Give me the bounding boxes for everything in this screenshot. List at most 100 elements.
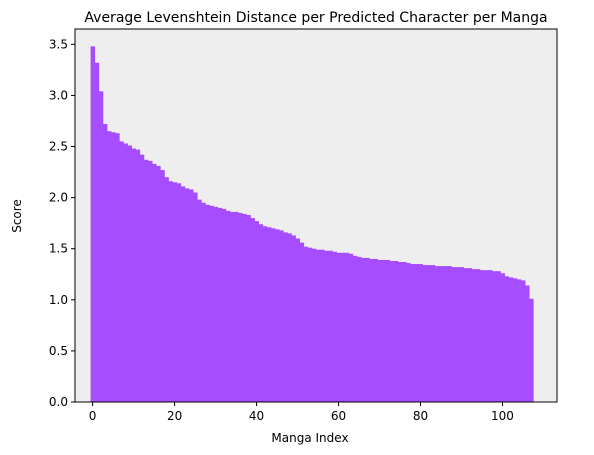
bar: [98, 91, 104, 402]
bar: [152, 163, 157, 402]
x-ticks: 0 20 40 60 80 100: [89, 402, 514, 423]
bar: [201, 202, 206, 402]
bar: [193, 192, 198, 402]
bar: [389, 260, 395, 402]
bar: [426, 265, 432, 402]
bar: [307, 247, 313, 402]
bar: [164, 177, 169, 402]
bar: [131, 148, 137, 402]
bar: [94, 62, 100, 402]
bar: [402, 262, 407, 402]
chart-title: Average Levenshtein Distance per Predict…: [84, 10, 547, 26]
y-tick-label: 0.5: [49, 344, 68, 358]
bar: [434, 266, 440, 402]
bar: [262, 226, 268, 402]
bar: [283, 232, 288, 402]
bar: [311, 248, 317, 402]
bars-group: [90, 46, 534, 403]
bar: [344, 252, 350, 402]
bar: [455, 267, 460, 402]
bar: [438, 266, 444, 402]
x-axis-label: Manga Index: [271, 431, 348, 445]
bar: [90, 46, 96, 403]
bar: [168, 181, 173, 402]
bar: [295, 238, 301, 402]
bar: [139, 154, 145, 402]
bar: [188, 189, 194, 402]
bar: [369, 258, 374, 402]
bar: [316, 249, 321, 402]
bar: [266, 227, 272, 402]
bar: [520, 280, 526, 402]
bar: [303, 246, 309, 402]
x-tick-label: 60: [331, 409, 346, 423]
bar: [508, 277, 514, 402]
bar: [106, 131, 112, 402]
bar: [471, 269, 477, 402]
x-tick-label: 100: [491, 409, 514, 423]
x-tick-label: 20: [167, 409, 182, 423]
bar: [492, 271, 497, 402]
bar: [111, 132, 116, 402]
bar: [516, 279, 522, 402]
bar: [246, 214, 251, 402]
bar: [258, 224, 264, 402]
bar: [135, 149, 141, 402]
bar: [393, 260, 399, 402]
bar: [340, 252, 346, 402]
y-ticks: 0.0 0.5 1.0 1.5 2.0 2.5 3.0 3.5: [49, 37, 75, 409]
bar: [225, 210, 231, 402]
bar: [156, 165, 161, 402]
bar: [479, 270, 485, 402]
bar: [242, 213, 247, 402]
bar: [385, 259, 391, 402]
bar: [496, 271, 501, 402]
bar: [414, 264, 419, 402]
bar: [430, 265, 436, 402]
bar: [250, 218, 255, 402]
bar: [512, 278, 518, 402]
y-tick-label: 2.5: [49, 140, 68, 154]
bar: [180, 186, 186, 402]
bar: [229, 211, 235, 402]
bar: [299, 242, 305, 402]
bar: [348, 253, 354, 402]
bar: [102, 124, 108, 402]
bar: [184, 188, 190, 402]
y-tick-label: 3.0: [49, 88, 68, 102]
bar: [213, 206, 219, 402]
bar: [205, 204, 210, 402]
y-tick-label: 2.0: [49, 191, 68, 205]
bar: [320, 249, 325, 402]
bar: [197, 199, 202, 402]
bar: [447, 266, 452, 402]
bar: [160, 170, 165, 402]
bar: [373, 258, 378, 402]
bar: [328, 250, 333, 402]
bar: [451, 267, 456, 402]
bar: [147, 160, 153, 402]
bar: [525, 285, 530, 402]
bar: [500, 273, 505, 402]
bar: [443, 266, 448, 402]
bar: [115, 133, 120, 403]
bar: [467, 268, 473, 402]
bar: [291, 235, 296, 402]
bar: [397, 262, 403, 402]
bar: [234, 211, 239, 402]
bar: [406, 263, 411, 402]
bar: [529, 298, 534, 402]
bar: [504, 276, 510, 402]
bar: [127, 145, 132, 402]
bar: [275, 229, 280, 402]
bar: [279, 230, 284, 402]
bar: [332, 251, 337, 402]
bar: [209, 205, 214, 402]
bar: [270, 228, 276, 402]
bar: [488, 270, 493, 402]
bar: [459, 267, 464, 402]
bar: [381, 259, 387, 402]
bar: [172, 182, 178, 402]
bar: [143, 159, 149, 402]
